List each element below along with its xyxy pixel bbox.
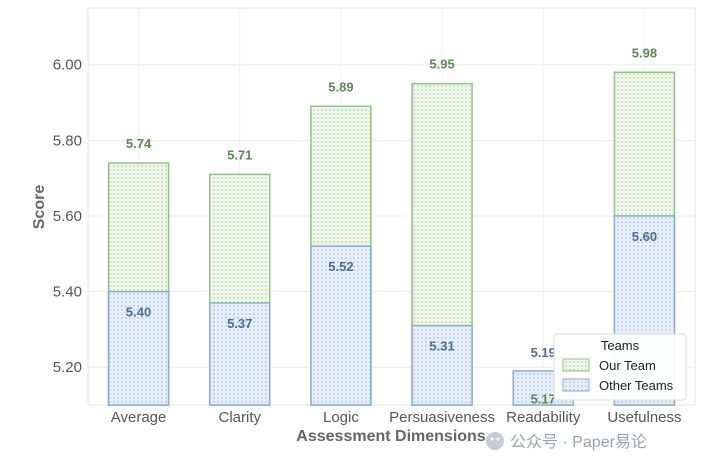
wechat-icon-dot-2 xyxy=(496,437,500,441)
x-tick-label: Clarity xyxy=(218,409,261,426)
y-tick-label: 5.20 xyxy=(53,359,82,376)
wechat-icon xyxy=(486,432,504,450)
legend-label-our-team: Our Team xyxy=(599,358,656,373)
legend-swatch-our-team xyxy=(562,358,590,372)
data-label-other-teams: 5.37 xyxy=(227,316,252,331)
x-tick-label: Usefulness xyxy=(607,409,681,426)
x-tick-label: Average xyxy=(111,409,167,426)
bar-other-teams xyxy=(107,290,170,406)
x-axis-title: Assessment Dimensions xyxy=(296,428,486,445)
legend-label-other-teams: Other Teams xyxy=(599,378,674,393)
bar-other-teams xyxy=(411,324,473,406)
data-label-our-team: 5.98 xyxy=(632,45,657,60)
y-tick-label: 5.80 xyxy=(53,132,82,149)
data-label-other-teams: 5.40 xyxy=(126,305,151,320)
legend-swatch-other-teams xyxy=(562,378,590,392)
data-label-our-team: 5.17 xyxy=(531,392,556,407)
y-tick-label: 5.60 xyxy=(53,208,82,225)
wechat-icon-dot xyxy=(490,437,494,441)
data-label-our-team: 5.71 xyxy=(227,147,252,162)
y-tick-label: 5.40 xyxy=(53,284,82,301)
data-label-other-teams: 5.60 xyxy=(632,229,657,244)
data-label-our-team: 5.95 xyxy=(429,57,454,72)
x-tick-label: Logic xyxy=(323,409,359,426)
y-axis-title: Score xyxy=(31,185,48,230)
data-label-other-teams: 5.31 xyxy=(429,339,454,354)
data-label-other-teams: 5.19 xyxy=(531,345,556,360)
bar-other-teams xyxy=(310,245,372,406)
data-label-other-teams: 5.52 xyxy=(328,259,353,274)
bar-other-teams xyxy=(209,302,271,406)
legend: Teams Our Team Other Teams xyxy=(553,333,687,401)
watermark: 公众号 · Paper易论 xyxy=(486,432,647,451)
data-label-our-team: 5.74 xyxy=(126,136,152,151)
watermark-text: 公众号 · Paper易论 xyxy=(510,433,647,451)
data-label-our-team: 5.89 xyxy=(328,79,353,94)
legend-title: Teams xyxy=(601,338,640,353)
y-tick-label: 6.00 xyxy=(53,57,82,74)
x-tick-label: Persuasiveness xyxy=(389,409,495,426)
x-tick-label: Readability xyxy=(506,409,581,426)
